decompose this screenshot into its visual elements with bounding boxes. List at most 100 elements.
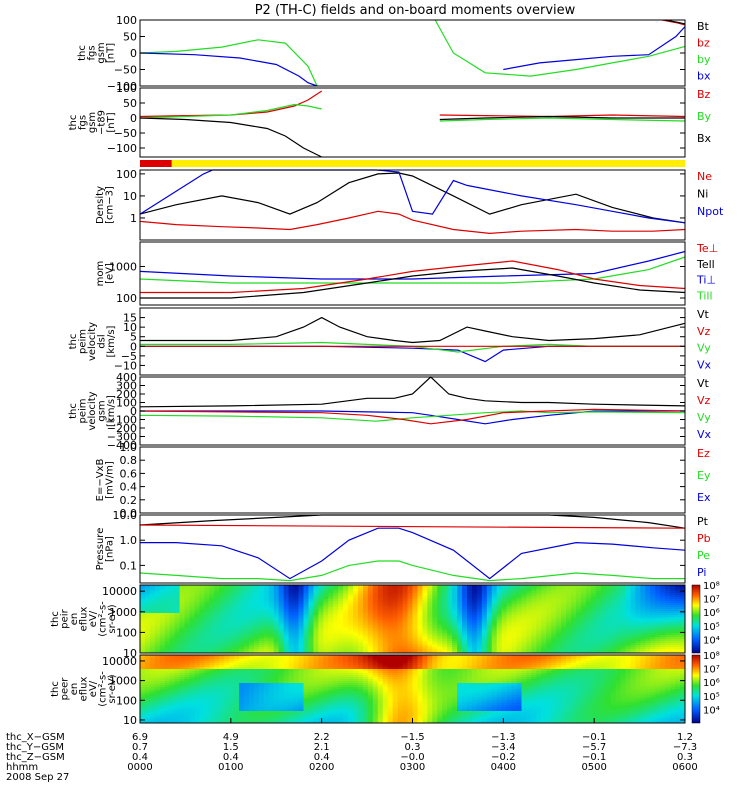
spectrogram-cell bbox=[159, 589, 166, 592]
spectrogram-cell bbox=[219, 633, 225, 636]
spectrogram-cell bbox=[610, 591, 617, 594]
spectrogram-cell bbox=[164, 679, 171, 682]
spectrogram-cell bbox=[635, 649, 642, 652]
spectrogram-cell bbox=[194, 707, 201, 710]
spectrogram-cell bbox=[576, 623, 582, 626]
spectrogram-cell bbox=[387, 617, 394, 620]
spectrogram-cell bbox=[442, 637, 448, 640]
spectrogram-cell bbox=[382, 615, 389, 618]
spectrogram-cell bbox=[268, 639, 275, 642]
spectrogram-cell bbox=[318, 621, 324, 624]
spectrogram-cell bbox=[268, 631, 275, 634]
spectrogram-cell bbox=[313, 649, 319, 652]
spectrogram-cell bbox=[204, 699, 210, 702]
spectrogram-cell bbox=[214, 717, 220, 720]
spectrogram-cell bbox=[432, 609, 438, 612]
spectrogram-cell bbox=[189, 621, 196, 624]
spectrogram-cell bbox=[244, 647, 250, 650]
spectrogram-cell bbox=[645, 623, 651, 626]
spectrogram-cell bbox=[214, 589, 220, 592]
spectrogram-cell bbox=[154, 663, 161, 666]
spectrogram-cell bbox=[229, 603, 235, 606]
spectrogram-cell bbox=[442, 625, 448, 628]
spectrogram-cell bbox=[407, 589, 414, 592]
spectrogram-cell bbox=[358, 591, 364, 594]
spectrogram-cell bbox=[600, 641, 607, 644]
spectrogram-cell bbox=[481, 629, 488, 632]
spectrogram-cell bbox=[189, 707, 196, 710]
spectrogram-cell bbox=[253, 603, 260, 606]
spectrogram-cell bbox=[645, 589, 651, 592]
spectrogram-cell bbox=[417, 619, 424, 622]
y-tick-label: 0 bbox=[130, 405, 137, 418]
spectrogram-cell bbox=[164, 643, 171, 646]
y-axis-label: eV/ bbox=[88, 610, 99, 627]
spectrogram-cell bbox=[412, 627, 419, 630]
spectrogram-cell bbox=[263, 631, 270, 634]
spectrogram-cell bbox=[501, 603, 508, 606]
spectrogram-cell bbox=[412, 629, 419, 632]
spectrogram-cell bbox=[536, 633, 542, 636]
spectrogram-cell bbox=[422, 615, 428, 618]
y-tick-label: 10 bbox=[123, 647, 137, 660]
spectrogram-cell bbox=[268, 611, 275, 614]
spectrogram-cell bbox=[630, 621, 637, 624]
spectrogram-cell bbox=[595, 591, 602, 594]
spectrogram-cell bbox=[169, 645, 176, 648]
spectrogram-cell bbox=[244, 645, 250, 648]
spectrogram-cell bbox=[566, 599, 572, 602]
spectrogram-cell bbox=[253, 665, 260, 668]
spectrogram-cell bbox=[199, 685, 206, 688]
y-axis-label: peim bbox=[78, 329, 89, 354]
spectrogram-cell bbox=[551, 623, 557, 626]
spectrogram-cell bbox=[506, 623, 513, 626]
spectrogram-cell bbox=[194, 717, 201, 720]
spectrogram-cell bbox=[164, 665, 171, 668]
spectrogram-cell bbox=[506, 625, 513, 628]
spectrogram-cell bbox=[675, 615, 681, 618]
spectrogram-cell bbox=[149, 683, 156, 686]
spectrogram-cell bbox=[471, 617, 478, 620]
spectrogram-cell bbox=[224, 619, 230, 622]
spectrogram-cell bbox=[244, 721, 250, 723]
spectrogram-cell bbox=[303, 595, 310, 598]
spectrogram-cell bbox=[645, 603, 651, 606]
spectrogram-cell bbox=[209, 597, 215, 600]
spectrogram-cell bbox=[174, 623, 181, 626]
spectrogram-cell bbox=[397, 643, 404, 646]
spectrogram-cell bbox=[556, 647, 562, 650]
spectrogram-cell bbox=[432, 625, 438, 628]
spectrogram-cell bbox=[328, 605, 334, 608]
spectrogram-cell bbox=[169, 611, 176, 614]
spectrogram-cell bbox=[244, 679, 250, 682]
spectrogram-cell bbox=[293, 629, 300, 632]
spectrogram-cell bbox=[536, 639, 542, 642]
spectrogram-cell bbox=[645, 615, 651, 618]
spectrogram-cell bbox=[144, 643, 151, 646]
spectrogram-cell bbox=[640, 611, 646, 614]
spectrogram-cell bbox=[605, 607, 612, 610]
spectrogram-cell bbox=[471, 629, 478, 632]
spectrogram-cell bbox=[546, 605, 552, 608]
spectrogram-cell bbox=[249, 597, 255, 600]
spectrogram-cell bbox=[367, 643, 374, 646]
spectrogram-cell bbox=[467, 587, 473, 590]
spectrogram-cell bbox=[209, 609, 215, 612]
spectrogram-cell bbox=[239, 593, 245, 596]
spectrogram-cell bbox=[576, 609, 582, 612]
spectrogram-cell bbox=[387, 591, 394, 594]
spectrogram-cell bbox=[358, 649, 364, 652]
spectrogram-cell bbox=[650, 585, 656, 588]
spectrogram-cell bbox=[278, 629, 285, 632]
spectrogram-cell bbox=[338, 597, 344, 600]
spectrogram-cell bbox=[323, 611, 329, 614]
spectrogram-cell bbox=[437, 611, 443, 614]
spectrogram-cell bbox=[140, 665, 146, 668]
spectrogram-cell bbox=[353, 595, 359, 598]
spectrogram-cell bbox=[224, 705, 230, 708]
y-tick-label: 10000 bbox=[102, 585, 137, 598]
spectrogram-cell bbox=[491, 609, 498, 612]
spectrogram-cell bbox=[140, 711, 146, 714]
spectrogram-cell bbox=[353, 649, 359, 652]
spectrogram-cell bbox=[159, 669, 166, 672]
